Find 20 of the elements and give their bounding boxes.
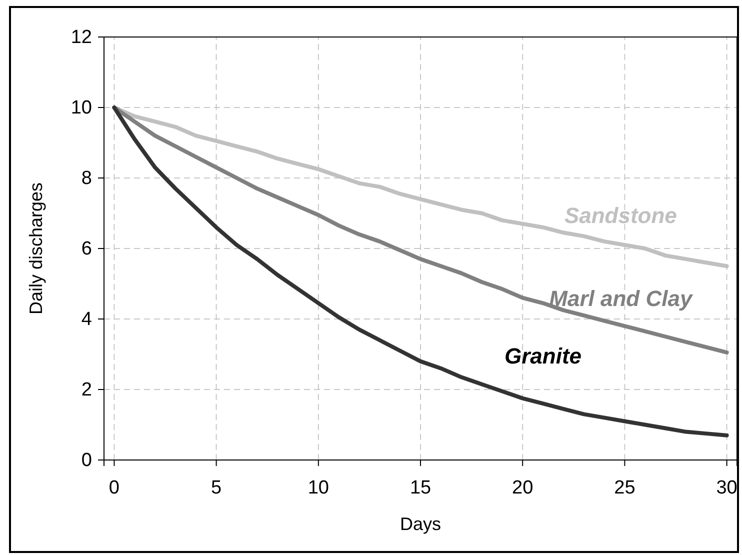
y-tick-label: 12 — [70, 27, 92, 48]
y-tick-label: 6 — [81, 238, 92, 260]
x-axis-title: Days — [400, 514, 442, 534]
y-tick-label: 4 — [81, 309, 92, 330]
series-label: Sandstone — [564, 202, 677, 228]
y-axis-title: Daily discharges — [26, 182, 46, 315]
x-tick-label: 25 — [614, 477, 636, 498]
series-label: Marl and Clay — [549, 286, 694, 312]
line-series — [112, 106, 729, 438]
y-tick-label: 8 — [81, 168, 92, 190]
y-tick-label: 0 — [81, 450, 92, 472]
x-tick-label: 5 — [211, 477, 222, 498]
x-tick-label: 0 — [108, 477, 120, 498]
x-tick-label: 30 — [716, 477, 738, 498]
x-tick-label: 15 — [410, 477, 432, 498]
y-tick-label: 2 — [81, 380, 92, 401]
x-tick-label: 10 — [308, 477, 329, 498]
series-label: Granite — [504, 344, 582, 369]
x-tick-label: 20 — [512, 477, 534, 498]
y-tick-label: 10 — [70, 98, 92, 119]
